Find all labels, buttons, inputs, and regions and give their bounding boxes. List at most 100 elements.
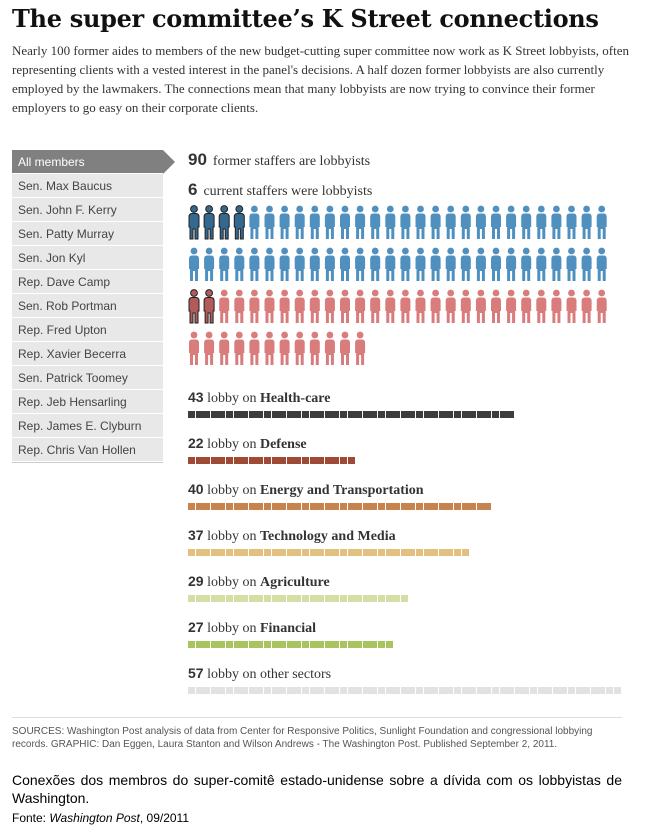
sector-square [309,457,317,464]
sector-square [347,687,355,694]
sector-square [324,687,332,694]
sector-square [454,503,461,510]
source-suffix: , 09/2011 [139,811,190,825]
person-icon [324,289,335,323]
sector-lobby-label: lobby on [207,483,257,498]
person-icon [536,247,547,281]
sector-square [438,503,446,510]
sector-square [347,641,355,648]
sector-square [248,595,256,602]
sector-square [393,503,401,510]
sector-square [370,503,378,510]
sector-square [347,549,355,556]
sector-square [286,503,294,510]
sector-lobby-label: lobby on [207,667,257,682]
sector-square [340,595,347,602]
sector-square [286,411,294,418]
sidebar-item-jon-kyl[interactable]: Sen. Jon Kyl [12,246,163,270]
person-icon [491,289,501,323]
person-icon [219,247,230,281]
person-icon [219,289,230,323]
sector-square [271,411,279,418]
sector-lobby-label: lobby on [207,529,257,544]
sector-square [340,687,347,694]
sector-square [294,503,302,510]
sector-square [203,549,211,556]
sector-square [362,411,370,418]
source-prefix: Fonte: [12,811,50,825]
sector-square [210,411,218,418]
sidebar-item-patrick-toomey[interactable]: Sen. Patrick Toomey [12,366,163,390]
sector-square [279,687,287,694]
sector-square [241,503,249,510]
person-icon [264,247,275,281]
sector-square [476,503,484,510]
sidebar-item-max-baucus[interactable]: Sen. Max Baucus [12,174,163,198]
person-icon [324,247,335,281]
sector-square [355,549,363,556]
person-icon [491,205,501,239]
person-icon [430,247,441,281]
person-icon [385,247,396,281]
sidebar-item-rob-portman[interactable]: Sen. Rob Portman [12,294,163,318]
sidebar-item-patty-murray[interactable]: Sen. Patty Murray [12,222,163,246]
person-icon [400,247,411,281]
sidebar-item-james-clyburn[interactable]: Rep. James E. Clyburn [12,414,163,438]
sector-square [340,503,347,510]
sector-bar [188,549,469,558]
sidebar-item-fred-upton[interactable]: Rep. Fred Upton [12,318,163,342]
source-credit: Fonte: Washington Post, 09/2011 [12,811,189,825]
person-icon [355,289,366,323]
sector-square [256,641,264,648]
sector-name: Health-care [259,391,331,406]
sector-square [226,549,233,556]
sector-square [256,687,264,694]
sidebar-item-jeb-hensarling[interactable]: Rep. Jeb Hensarling [12,390,163,414]
sector-square [264,687,271,694]
person-icon [204,331,215,365]
sidebar-item-chris-van-hollen[interactable]: Rep. Chris Van Hollen [12,438,163,462]
sector-square [226,503,233,510]
person-icon [219,331,230,365]
sector-square [385,595,393,602]
sector-square [203,595,211,602]
sector-square [446,687,454,694]
sector-name: Technology and Media [259,529,396,544]
sector-square [218,641,226,648]
sector-square [362,503,370,510]
sector-square [233,457,241,464]
sector-square [188,641,195,648]
person-icon [385,289,396,323]
person-icon [264,331,275,365]
sector-square [438,687,446,694]
sector-square [256,549,264,556]
sector-square [210,641,218,648]
sector-square [248,687,256,694]
sidebar-item-all-members[interactable]: All members [12,150,175,174]
sidebar-item-xavier-becerra[interactable]: Rep. Xavier Becerra [12,342,163,366]
person-icon [445,247,456,281]
sector-square [378,595,385,602]
sector-square [355,641,363,648]
sector-energy-transportation: 40 lobby on Energy and Transportation [188,481,492,512]
person-icon [340,205,350,239]
sector-square [568,687,575,694]
sector-square [279,641,287,648]
sidebar-item-john-kerry[interactable]: Sen. John F. Kerry [12,198,163,222]
sector-square [431,411,439,418]
sector-square [408,549,416,556]
sector-square [248,641,256,648]
person-icon [566,289,577,323]
sector-square [347,411,355,418]
sector-square [203,687,211,694]
sector-square [241,595,249,602]
sector-square [469,411,477,418]
person-icon [309,331,320,365]
sector-square [446,549,454,556]
sector-square [271,595,279,602]
sidebar-item-dave-camp[interactable]: Rep. Dave Camp [12,270,163,294]
sector-square [606,687,613,694]
sector-lobby-label: lobby on [207,575,257,590]
person-icon [596,247,607,281]
sector-square [476,687,484,694]
